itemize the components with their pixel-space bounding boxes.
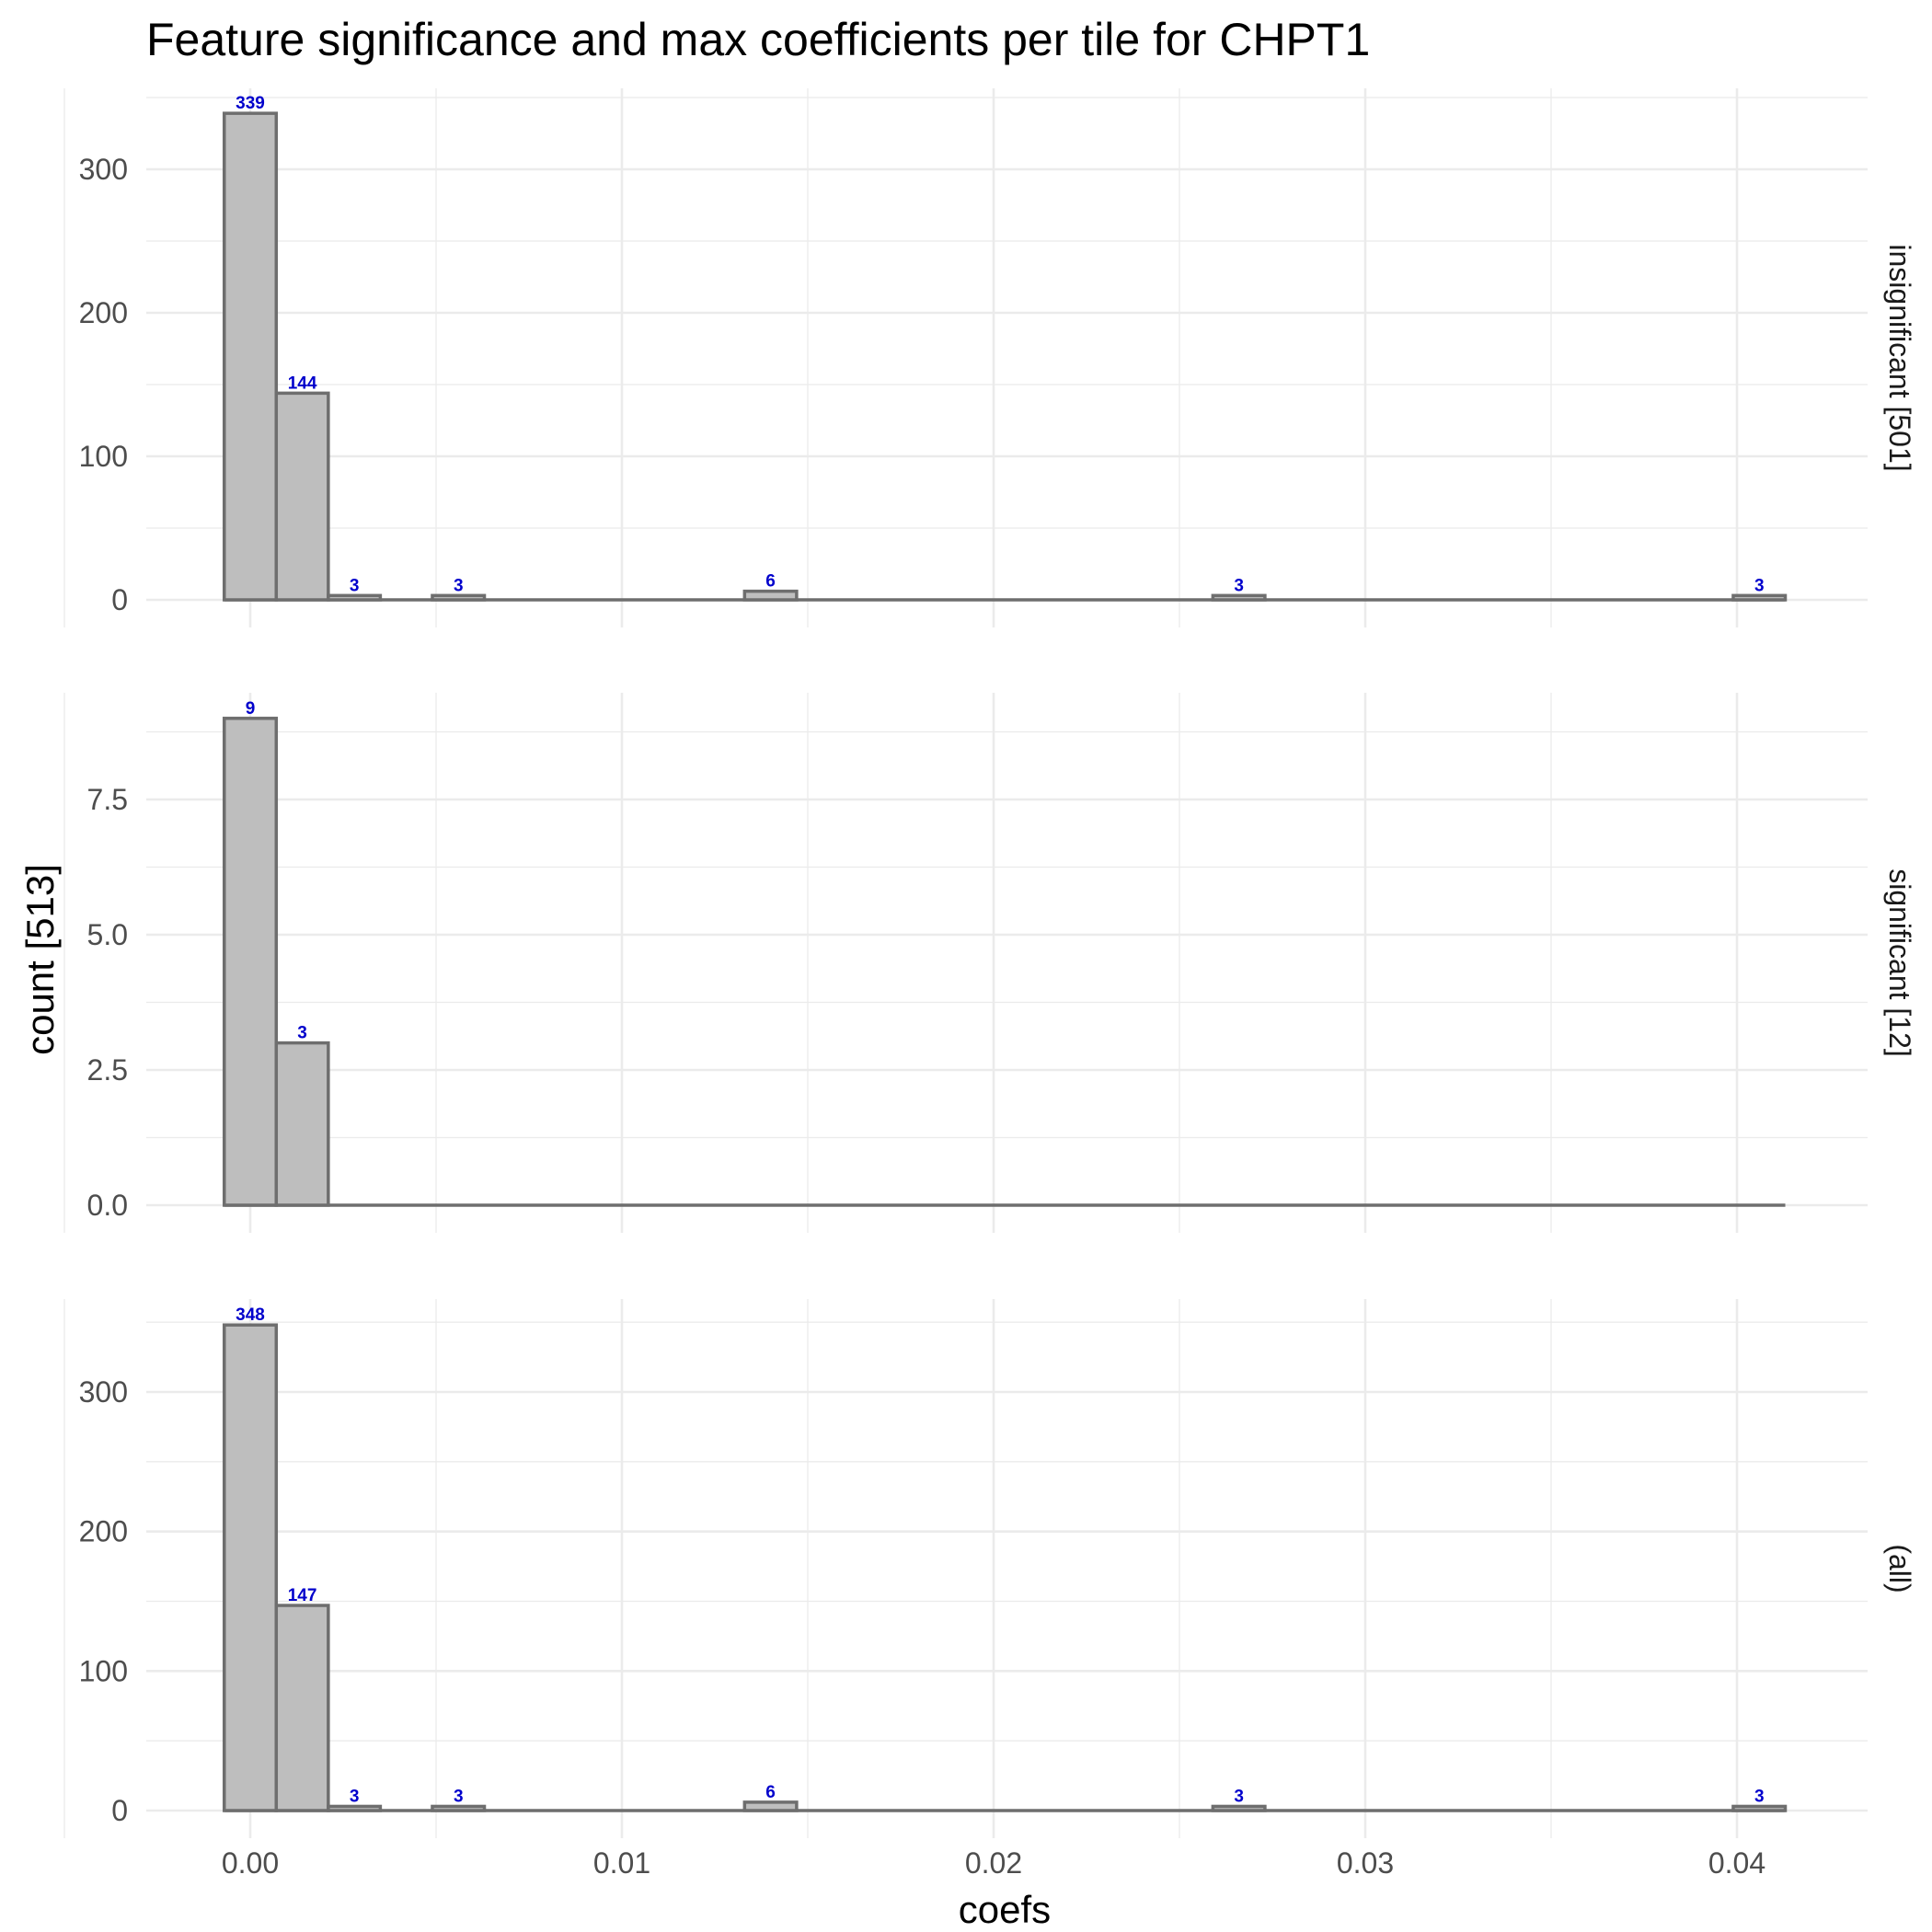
x-axis-ticks: 0.00 0.01 0.02 0.03 0.04: [222, 1846, 1765, 1880]
histogram-bar: [431, 1804, 487, 1812]
histogram-bar: [742, 589, 799, 602]
y-tick-label: 0: [111, 583, 128, 616]
y-tick-label: 0.0: [87, 1189, 128, 1222]
y-tick-label: 2.5: [87, 1053, 128, 1087]
bar-count-label: 3: [297, 1024, 307, 1043]
y-axis-title: count [513]: [18, 864, 62, 1055]
histogram-bar: [742, 1800, 799, 1812]
histogram-bar: [1731, 1804, 1788, 1812]
y-tick-label: 200: [79, 1515, 128, 1548]
chart-title: Feature significance and max coefficient…: [146, 14, 1370, 65]
bar-count-label: 3: [1234, 576, 1244, 595]
y-tick-label: 5.0: [87, 918, 128, 951]
histogram-bar: [222, 111, 279, 602]
y-tick-label: 7.5: [87, 783, 128, 816]
x-tick-label: 0.04: [1708, 1846, 1765, 1880]
y-tick-label: 0: [111, 1794, 128, 1827]
bar-count-label: 3: [1234, 1787, 1244, 1806]
bar-count-label: 9: [246, 699, 256, 719]
y-tick-label: 100: [79, 440, 128, 473]
bar-count-label: 3: [350, 1787, 360, 1806]
bar-count-label: 6: [765, 1783, 776, 1802]
x-tick-label: 0.00: [222, 1846, 279, 1880]
x-tick-label: 0.01: [593, 1846, 650, 1880]
bar-count-label: 339: [236, 94, 265, 113]
bar-count-label: 3: [1754, 576, 1765, 595]
histogram-bar: [431, 593, 487, 602]
facet-strip-label: (all): [1883, 1544, 1916, 1593]
histogram-bar: [274, 1041, 330, 1207]
facet-strip-label: insignificant [501]: [1883, 244, 1916, 471]
x-axis-title: coefs: [959, 1888, 1051, 1931]
histogram-bar: [274, 1604, 330, 1812]
x-tick-label: 0.02: [965, 1846, 1022, 1880]
bar-count-label: 3: [454, 1787, 464, 1806]
facet-strip-label: significant [12]: [1883, 868, 1916, 1057]
histogram-bar: [1731, 593, 1788, 602]
bar-count-label: 144: [288, 374, 317, 393]
y-tick-label: 300: [79, 153, 128, 186]
histogram-bar: [1211, 593, 1267, 602]
panel-2: 0.0 2.5 5.0 7.5 9 3 significant [12]: [63, 693, 1916, 1233]
panel-1: 0 100 200 300 339 144 3 3 6 3 3 insignificant [501]: [63, 88, 1916, 627]
bar-count-label: 348: [236, 1305, 265, 1325]
bar-count-label: 6: [765, 572, 776, 592]
bar-count-label: 147: [288, 1586, 317, 1605]
x-tick-label: 0.03: [1337, 1846, 1394, 1880]
histogram-bar: [222, 1323, 279, 1812]
panel-3: 0 100 200 300 348 147 3 3 6 3 3 (all): [63, 1299, 1916, 1838]
bar-count-label: 3: [1754, 1787, 1765, 1806]
y-tick-label: 300: [79, 1375, 128, 1409]
histogram-bar: [1211, 1804, 1267, 1812]
histogram-bar: [222, 717, 279, 1207]
y-tick-label: 200: [79, 296, 128, 329]
histogram-bar: [327, 593, 383, 602]
histogram-bar: [327, 1804, 383, 1812]
histogram-bar: [274, 391, 330, 602]
bar-count-label: 3: [350, 576, 360, 595]
y-tick-label: 100: [79, 1654, 128, 1687]
bar-count-label: 3: [454, 576, 464, 595]
